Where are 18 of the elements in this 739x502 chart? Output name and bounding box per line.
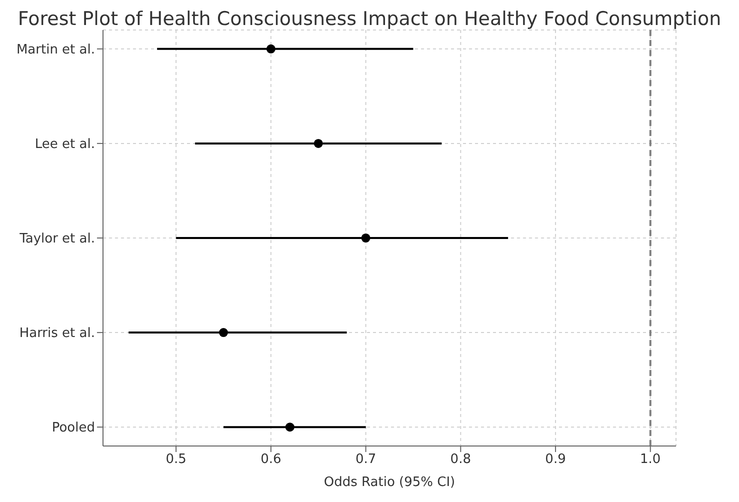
y-tick-label: Taylor et al. [18,232,95,247]
y-tick-label: Pooled [52,420,95,436]
point [266,44,276,54]
x-axis-title: Odds Ratio (95% CI) [324,475,456,490]
x-tick-label: 0.5 [166,452,186,468]
x-tick-label: 0.7 [355,452,376,468]
x-tick-label: 0.9 [545,452,566,468]
x-tick-label: 0.6 [260,452,282,468]
point [285,422,294,432]
point [314,138,323,148]
point [218,328,228,338]
chart-title: Forest Plot of Health Consciousness Impact on Healthy Food Consumption [16,8,722,30]
x-tick-label: 1.0 [640,452,661,468]
point [361,233,370,243]
y-tick-label: Lee et al. [34,137,95,152]
y-tick-label: Martin et al. [16,42,95,58]
x-tick-label: 0.8 [450,452,471,468]
y-tick-label: Harris et al. [19,326,95,342]
